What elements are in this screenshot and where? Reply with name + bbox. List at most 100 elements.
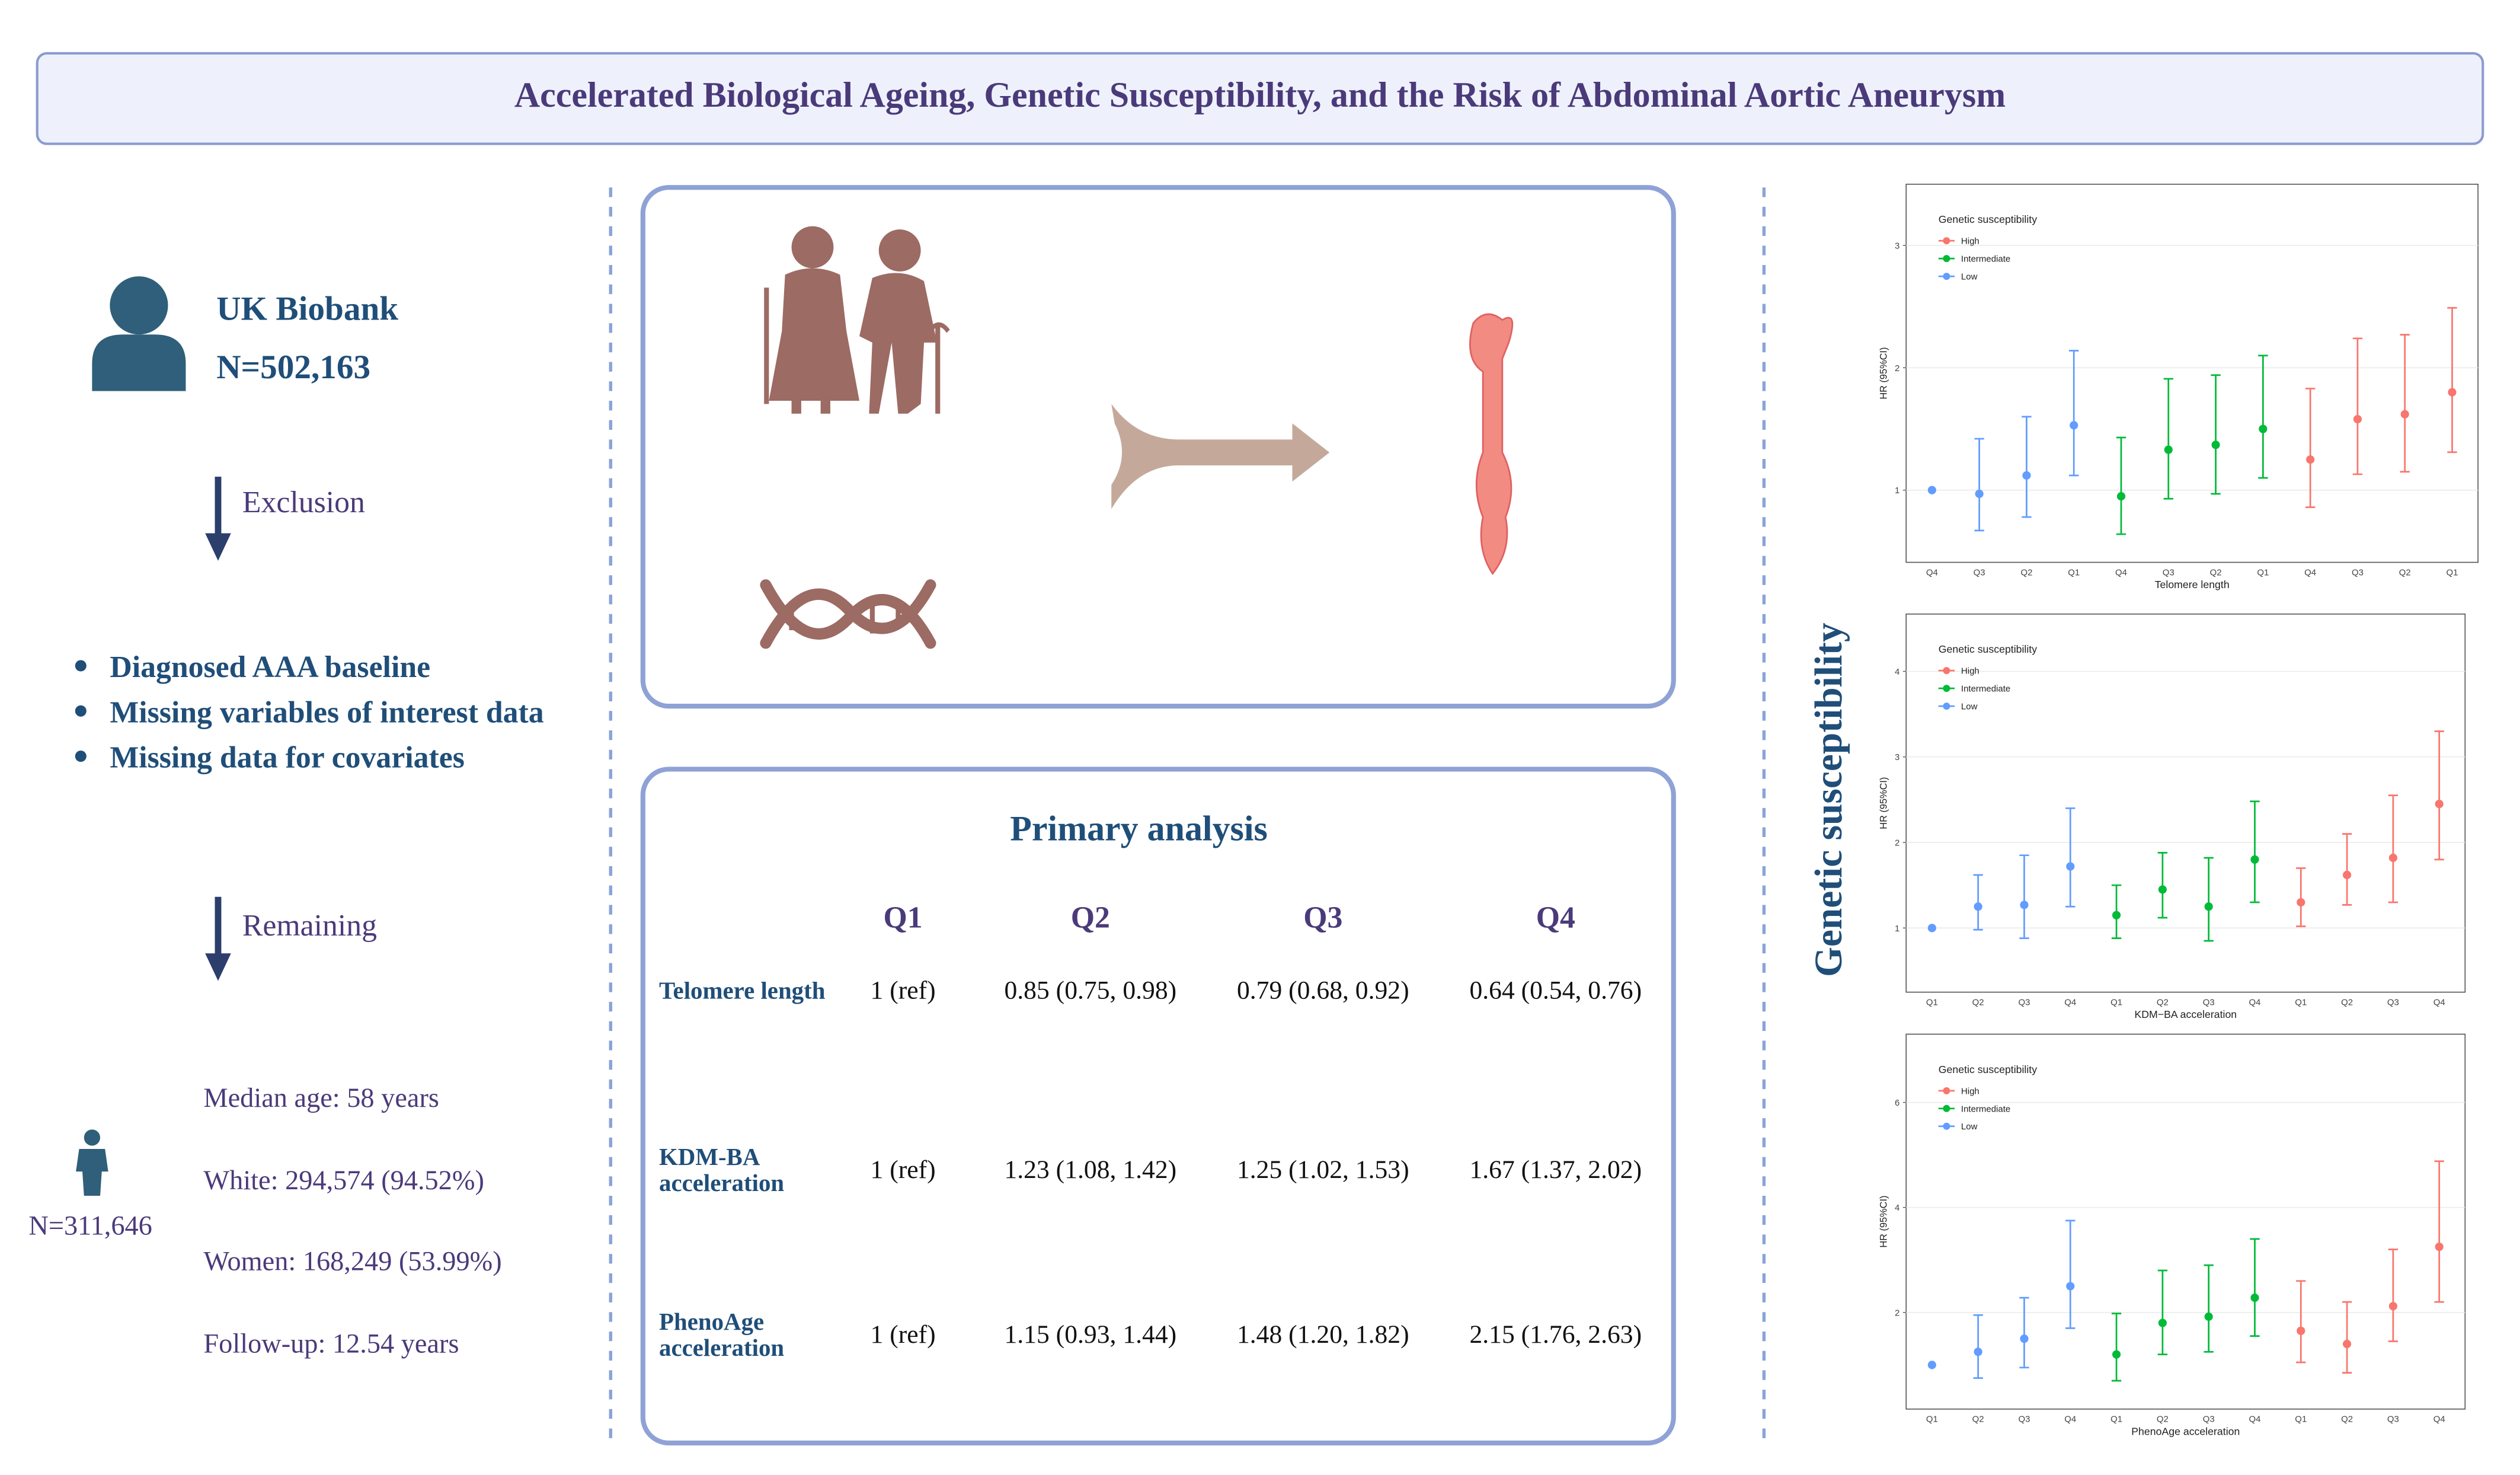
- point: [1927, 924, 1936, 933]
- point: [1927, 1361, 1936, 1369]
- x-tick-label: Q4: [2115, 567, 2127, 577]
- error-bar: [2388, 1249, 2399, 1342]
- error-bar: [1974, 438, 1984, 532]
- error-bar: [2250, 800, 2260, 903]
- row-label: acceleration: [659, 1334, 784, 1361]
- cell: 1.15 (0.93, 1.44): [1004, 1320, 1176, 1349]
- cell: 0.85 (0.75, 0.98): [1004, 976, 1176, 1004]
- x-tick-label: Q2: [1972, 1415, 1984, 1425]
- y-tick-label: 1: [1895, 924, 1899, 934]
- point: [2297, 1326, 2305, 1335]
- legend-label: Low: [1961, 1122, 1978, 1132]
- cell: 0.79 (0.68, 0.92): [1237, 976, 1409, 1004]
- error-bar: [2157, 851, 2168, 919]
- point: [2112, 1350, 2121, 1359]
- point: [2164, 445, 2173, 454]
- remaining-label: Remaining: [242, 909, 377, 943]
- criteria-list: Diagnosed AAA baseline Missing variables…: [75, 650, 544, 775]
- down-arrow: [205, 896, 231, 981]
- x-tick-label: Q2: [2020, 567, 2032, 577]
- x-tick-label: Q4: [2064, 997, 2076, 1007]
- legend-label: High: [1961, 237, 1979, 247]
- error-bar: [2069, 350, 2079, 477]
- person-icon: [92, 276, 186, 391]
- point: [2070, 421, 2078, 430]
- point: [1975, 489, 1984, 499]
- x-tick-label: Q2: [2210, 567, 2222, 577]
- plot-panel: [1905, 1033, 2466, 1410]
- error-bar: [2116, 436, 2126, 535]
- point: [2066, 862, 2075, 871]
- legend-label: Low: [1961, 272, 1978, 282]
- error-bar: [2211, 374, 2221, 495]
- legend-label: High: [1961, 666, 1979, 676]
- error-bar: [2019, 854, 2029, 940]
- x-axis-label: KDM−BA acceleration: [2134, 1008, 2237, 1020]
- x-tick-label: Q3: [2163, 567, 2174, 577]
- point: [2250, 855, 2259, 864]
- x-tick-label: Q3: [2387, 997, 2399, 1007]
- error-bar: [2305, 388, 2316, 509]
- column-header: Q2: [1071, 901, 1110, 935]
- x-axis-label: PhenoAge acceleration: [2131, 1425, 2240, 1437]
- error-bar: [2250, 1238, 2260, 1337]
- y-axis-label: HR (95%CI): [1879, 777, 1889, 829]
- point: [2112, 911, 2121, 920]
- cohort-name: UK Biobank: [216, 290, 398, 328]
- error-bar: [1973, 874, 1983, 931]
- cell: 1.48 (1.20, 1.82): [1237, 1320, 1409, 1349]
- row-label: KDM-BA: [659, 1144, 760, 1170]
- legend-swatch: [1943, 237, 1950, 245]
- criterion: Missing variables of interest data: [110, 695, 543, 729]
- x-tick-label: Q4: [2249, 1415, 2260, 1425]
- row-label: acceleration: [659, 1170, 784, 1196]
- title: Accelerated Biological Ageing, Genetic S…: [514, 75, 2006, 114]
- error-bar: [2163, 378, 2173, 500]
- legend-label: High: [1961, 1086, 1979, 1096]
- merge-arrow: [1111, 404, 1330, 509]
- point: [2343, 1339, 2352, 1349]
- legend-label: Low: [1961, 702, 1978, 712]
- legend-swatch: [1943, 255, 1950, 263]
- x-tick-label: Q2: [2157, 997, 2169, 1007]
- sample-n: N=311,646: [28, 1211, 152, 1241]
- x-tick-label: Q3: [2352, 567, 2364, 577]
- y-tick-label: 4: [1895, 667, 1899, 677]
- legend-swatch: [1943, 273, 1950, 280]
- legend-swatch: [1943, 1087, 1950, 1094]
- point: [2297, 898, 2305, 907]
- table-title: Primary analysis: [1010, 809, 1268, 848]
- column-header: Q3: [1303, 901, 1342, 935]
- plot-panel: [1905, 183, 2479, 563]
- x-tick-label: Q1: [2110, 1415, 2122, 1425]
- error-bar: [2204, 857, 2214, 942]
- point: [2259, 424, 2268, 433]
- point: [2158, 1318, 2167, 1327]
- error-bar: [2296, 1280, 2306, 1364]
- point: [2435, 1243, 2444, 1251]
- aorta-icon: [1469, 313, 1514, 575]
- error-bar: [2388, 794, 2399, 903]
- y-axis-label: HR (95%CI): [1879, 347, 1889, 400]
- point: [2250, 1293, 2259, 1302]
- legend-swatch: [1943, 1104, 1950, 1112]
- x-tick-label: Q1: [2110, 997, 2122, 1007]
- legend-swatch: [1943, 1122, 1950, 1130]
- point: [2020, 901, 2029, 909]
- stat: Women: 168,249 (53.99%): [203, 1246, 501, 1276]
- x-tick-label: Q4: [2304, 567, 2316, 577]
- error-bar: [2352, 337, 2363, 475]
- legend-title: Genetic susceptibility: [1939, 1064, 2037, 1075]
- cell: 1.25 (1.02, 1.53): [1237, 1155, 1409, 1184]
- side-label: Genetic susceptibility: [1808, 622, 1850, 977]
- legend-swatch: [1943, 667, 1950, 675]
- bullet: [75, 705, 87, 717]
- error-bar: [2065, 1219, 2076, 1329]
- point: [2116, 491, 2126, 501]
- legend-label: Intermediate: [1961, 254, 2010, 264]
- error-bar: [2022, 416, 2032, 518]
- error-bar: [2447, 307, 2457, 454]
- x-tick-label: Q3: [2203, 997, 2215, 1007]
